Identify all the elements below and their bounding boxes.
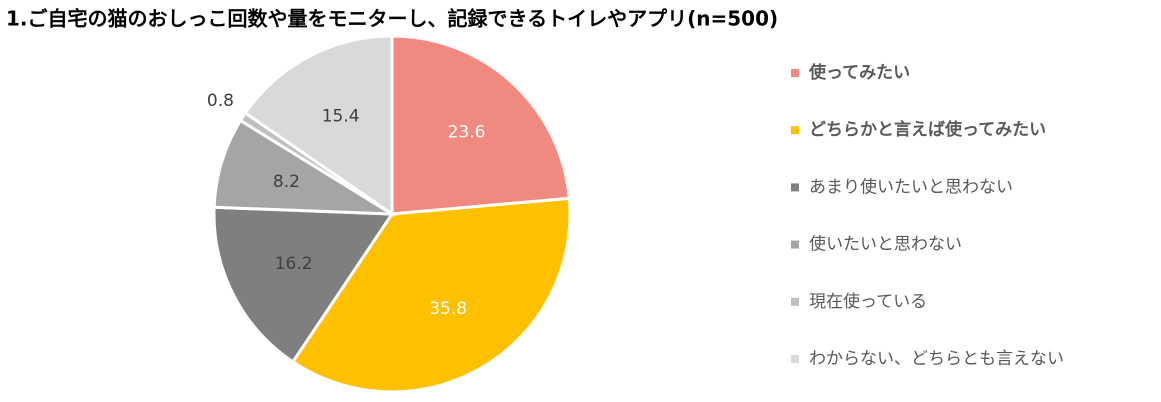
legend-swatch xyxy=(791,355,799,363)
chart-title: 1.ご自宅の猫のおしっこ回数や量をモニターし、記録できるトイレやアプリ(n=50… xyxy=(6,7,778,31)
legend-label: わからない、どちらとも言えない xyxy=(809,349,1064,369)
legend-swatch xyxy=(791,126,799,135)
legend-label: 使ってみたい xyxy=(808,62,910,83)
pie-slice xyxy=(243,34,394,217)
legend-swatch xyxy=(791,297,799,306)
pie-slice xyxy=(390,34,571,216)
value-label: 35.8 xyxy=(429,299,467,319)
pie-slice xyxy=(212,205,395,364)
legend-swatch xyxy=(791,69,799,77)
legend-swatch xyxy=(791,183,799,192)
pie-slice xyxy=(290,196,572,394)
legend-label: どちらかと言えば使ってみたい xyxy=(809,119,1046,140)
legend-swatch xyxy=(791,240,799,249)
value-label: 23.6 xyxy=(448,123,486,143)
value-label: 15.4 xyxy=(322,106,360,126)
legend-label: 使いたいと思わない xyxy=(809,234,962,255)
value-label: 16.2 xyxy=(275,254,313,274)
pie-slice xyxy=(212,118,398,216)
legend-label: あまり使いたいと思わない xyxy=(809,176,1013,197)
value-label: 8.2 xyxy=(273,172,300,192)
value-label: 0.8 xyxy=(207,91,234,111)
legend-label: 現在使っている xyxy=(809,291,927,312)
